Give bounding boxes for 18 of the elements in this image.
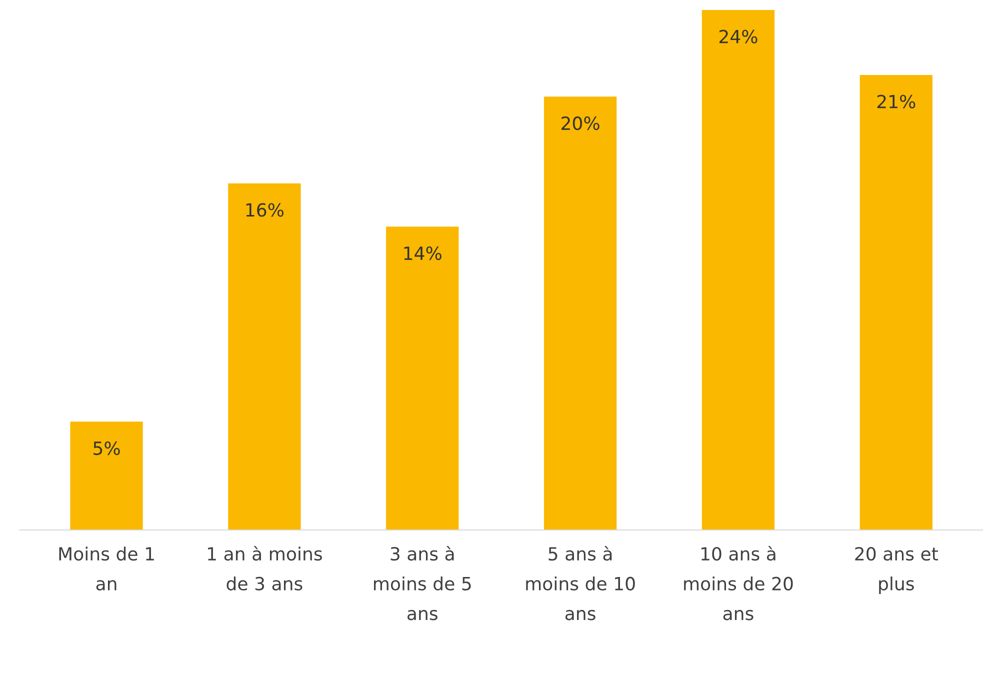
data-label: 5% (94, 441, 120, 456)
bar (544, 96, 617, 530)
data-label: 20% (562, 116, 600, 130)
x-tick-label: 3 ans à moins de 5 ans (374, 546, 471, 620)
data-label: 21% (877, 94, 916, 108)
x-tick-label: Moins de 1 an (59, 546, 154, 590)
x-tick-label: 1 an à moins de 3 ans (208, 546, 322, 590)
bar (70, 422, 143, 530)
x-tick-label: 20 ans et plus (855, 546, 938, 594)
bar (228, 183, 301, 530)
data-label: 16% (246, 203, 284, 217)
bar (860, 75, 932, 530)
data-label: 24% (719, 30, 758, 44)
x-tick-label: 5 ans à moins de 10 ans (526, 546, 635, 620)
bar (702, 10, 775, 530)
bar (386, 226, 459, 530)
x-tick-label: 10 ans à moins de 20 ans (684, 546, 793, 620)
data-label: 14% (404, 246, 442, 260)
